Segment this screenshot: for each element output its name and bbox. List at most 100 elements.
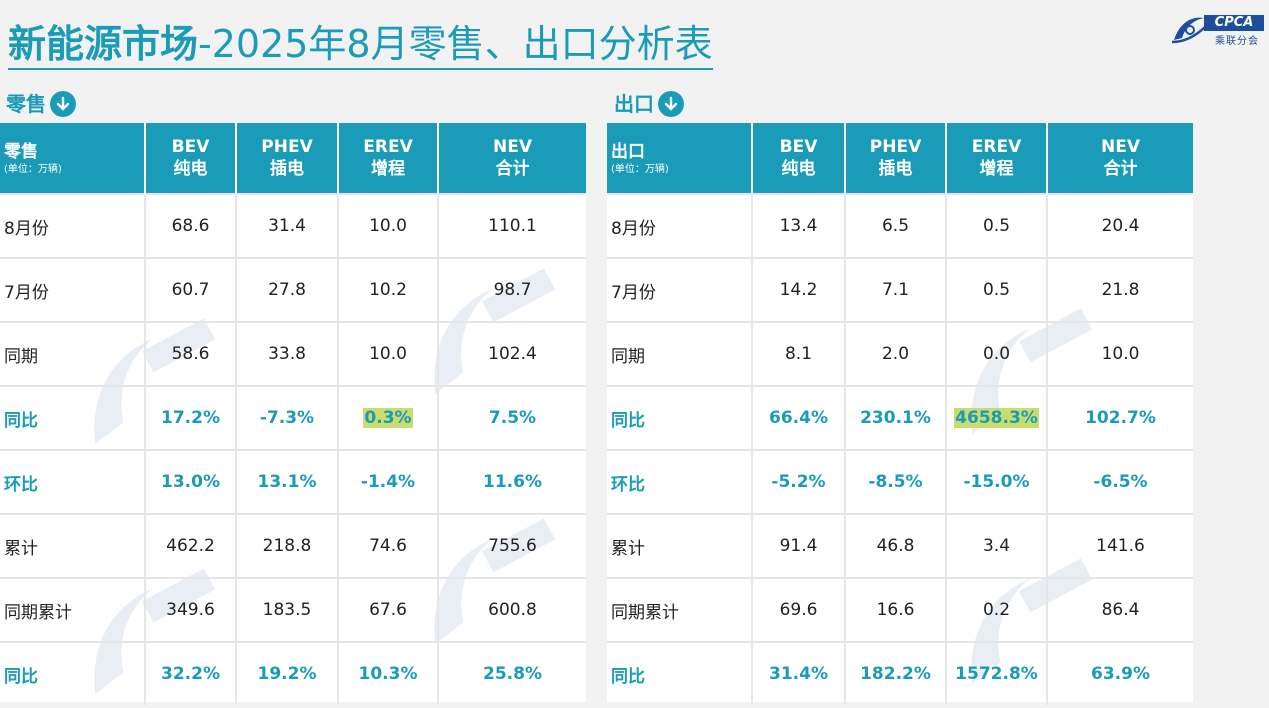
table-row: 8月份 68.6 31.4 10.0 110.1 (0, 193, 586, 258)
retail-table-panel: 零售 (单位：万辆) BEV 纯电 PHEV 插电 EREV 增程 NEV 合计 8月份… (0, 123, 586, 705)
table-row: 环比 -5.2% -8.5% -15.0% -6.5% (607, 449, 1193, 514)
table-cell: 10.0 (338, 193, 439, 258)
row-label: 同期 (607, 321, 753, 386)
table-cell: 67.6 (338, 577, 439, 642)
table-cell: 4658.3% (946, 385, 1048, 450)
table-cell: 13.4 (752, 193, 846, 258)
table-cell: 27.8 (236, 257, 339, 322)
row-label: 累计 (607, 513, 753, 578)
table-cell: 6.5 (845, 193, 947, 258)
table-cell: 8.1 (752, 321, 846, 386)
table-cell: 60.7 (145, 257, 237, 322)
table-cell: -1.4% (338, 449, 439, 514)
table-row: 同期累计 349.6 183.5 67.6 600.8 (0, 577, 586, 642)
row-label: 同比 (0, 385, 146, 450)
table-row: 同比 31.4% 182.2% 1572.8% 63.9% (607, 641, 1193, 705)
table-cell: 74.6 (338, 513, 439, 578)
retail-corner-label: 零售 (4, 141, 38, 162)
column-code: BEV (171, 137, 210, 157)
export-table-panel: 出口 (单位：万辆) BEV 纯电 PHEV 插电 EREV 增程 NEV 合计 8月份… (607, 123, 1193, 705)
cpca-logo: CPCA 乘联分会 (1170, 12, 1266, 47)
table-cell: 13.0% (145, 449, 237, 514)
table-row: 8月份 13.4 6.5 0.5 20.4 (607, 193, 1193, 258)
highlighted-value: 0.3% (363, 408, 413, 428)
table-cell: 1572.8% (946, 641, 1048, 705)
column-code: NEV (493, 137, 532, 157)
table-cell: 46.8 (845, 513, 947, 578)
table-cell: 755.6 (438, 513, 586, 578)
table-cell: 20.4 (1047, 193, 1193, 258)
cpca-logo-text: CPCA (1204, 15, 1264, 31)
table-cell: 2.0 (845, 321, 947, 386)
table-cell: 349.6 (145, 577, 237, 642)
table-cell: 11.6% (438, 449, 586, 514)
retail-col-bev: BEV 纯电 (145, 123, 237, 194)
column-name: 纯电 (781, 159, 816, 179)
table-cell: 63.9% (1047, 641, 1193, 705)
column-code: NEV (1101, 137, 1140, 157)
retail-col-phev: PHEV 插电 (236, 123, 339, 194)
row-label: 8月份 (0, 193, 146, 258)
table-row: 同期 58.6 33.8 10.0 102.4 (0, 321, 586, 386)
column-name: 合计 (495, 159, 530, 179)
table-cell: 33.8 (236, 321, 339, 386)
row-label: 同比 (607, 641, 753, 705)
table-cell: 10.2 (338, 257, 439, 322)
table-cell: 600.8 (438, 577, 586, 642)
table-cell: 10.0 (1047, 321, 1193, 386)
table-row: 7月份 60.7 27.8 10.2 98.7 (0, 257, 586, 322)
table-cell: 58.6 (145, 321, 237, 386)
cpca-swoosh-icon (1171, 17, 1207, 44)
column-code: BEV (779, 137, 818, 157)
table-cell: 102.4 (438, 321, 586, 386)
column-code: EREV (363, 137, 413, 157)
table-cell: 69.6 (752, 577, 846, 642)
page-title-bold: 新能源市场 (8, 22, 199, 66)
export-col-erev: EREV 增程 (946, 123, 1048, 194)
table-cell: 102.7% (1047, 385, 1193, 450)
table-cell: 183.5 (236, 577, 339, 642)
row-label: 8月份 (607, 193, 753, 258)
retail-header-row: 零售 (单位：万辆) BEV 纯电 PHEV 插电 EREV 增程 NEV 合计 (0, 123, 586, 194)
retail-section-heading: 零售 (6, 90, 76, 118)
export-unit-label: (单位：万辆) (611, 163, 669, 175)
table-cell: 7.5% (438, 385, 586, 450)
table-cell: 0.3% (338, 385, 439, 450)
table-cell: 0.0 (946, 321, 1048, 386)
column-name: 插电 (878, 159, 913, 179)
table-cell: 3.4 (946, 513, 1048, 578)
export-corner-label: 出口 (611, 141, 645, 162)
table-row: 环比 13.0% 13.1% -1.4% 11.6% (0, 449, 586, 514)
export-table: 出口 (单位：万辆) BEV 纯电 PHEV 插电 EREV 增程 NEV 合计 8月份… (607, 123, 1193, 705)
table-cell: 7.1 (845, 257, 947, 322)
table-cell: 13.1% (236, 449, 339, 514)
row-label: 累计 (0, 513, 146, 578)
table-cell: 14.2 (752, 257, 846, 322)
retail-unit-label: (单位：万辆) (4, 163, 62, 175)
retail-col-nev: NEV 合计 (438, 123, 586, 194)
export-col-bev: BEV 纯电 (752, 123, 846, 194)
row-label: 环比 (0, 449, 146, 514)
table-cell: 110.1 (438, 193, 586, 258)
column-name: 增程 (979, 159, 1014, 179)
table-cell: -8.5% (845, 449, 947, 514)
table-cell: 0.2 (946, 577, 1048, 642)
table-cell: 19.2% (236, 641, 339, 705)
retail-corner-cell: 零售 (单位：万辆) (0, 123, 146, 194)
table-cell: 31.4% (752, 641, 846, 705)
column-code: PHEV (869, 137, 922, 157)
table-cell: 91.4 (752, 513, 846, 578)
retail-table: 零售 (单位：万辆) BEV 纯电 PHEV 插电 EREV 增程 NEV 合计 8月份… (0, 123, 586, 705)
retail-col-erev: EREV 增程 (338, 123, 439, 194)
table-row: 同比 17.2% -7.3% 0.3% 7.5% (0, 385, 586, 450)
table-cell: 10.0 (338, 321, 439, 386)
row-label: 7月份 (0, 257, 146, 322)
highlighted-value: 4658.3% (954, 408, 1039, 428)
table-cell: 10.3% (338, 641, 439, 705)
page-title-rest: -2025年8月零售、出口分析表 (198, 22, 713, 66)
table-cell: 25.8% (438, 641, 586, 705)
table-cell: 230.1% (845, 385, 947, 450)
row-label: 环比 (607, 449, 753, 514)
down-arrow-circle-icon (50, 91, 76, 117)
table-cell: 31.4 (236, 193, 339, 258)
